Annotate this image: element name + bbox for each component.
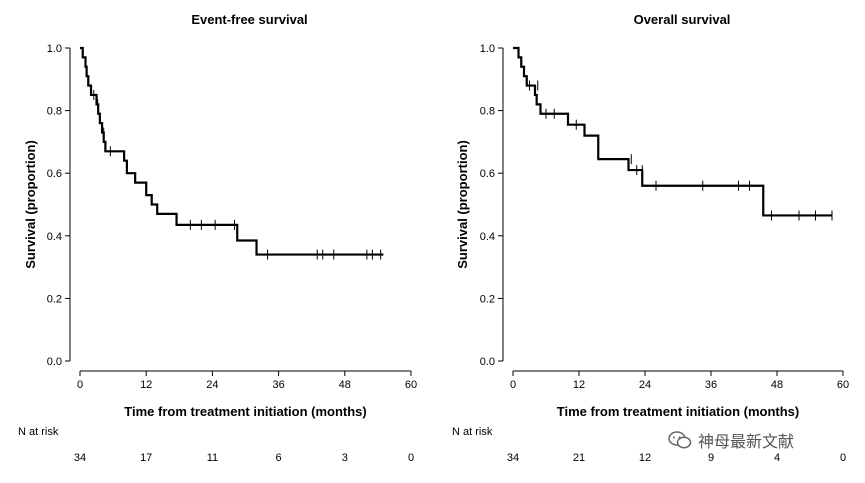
y-tick-label: 0.4 xyxy=(480,231,495,243)
risk-table-label: N at risk xyxy=(18,426,59,438)
watermark-text: 神母最新文献 xyxy=(698,434,795,451)
survival-curve xyxy=(513,46,832,217)
x-tick-label: 48 xyxy=(339,379,351,391)
risk-count: 17 xyxy=(140,452,152,464)
risk-count: 9 xyxy=(708,452,714,464)
y-tick-label: 0.0 xyxy=(47,356,62,368)
risk-count: 0 xyxy=(408,452,414,464)
x-tick-label: 36 xyxy=(272,379,284,391)
survival-curve xyxy=(80,46,384,256)
y-tick-label: 0.2 xyxy=(47,293,62,305)
x-axis-label: Time from treatment initiation (months) xyxy=(557,404,799,419)
risk-count: 6 xyxy=(276,452,282,464)
x-tick-label: 36 xyxy=(705,379,717,391)
risk-count: 12 xyxy=(639,452,651,464)
x-tick-label: 0 xyxy=(510,379,516,391)
y-tick-label: 0.8 xyxy=(47,106,62,118)
risk-count: 3 xyxy=(342,452,348,464)
survival-panel-1: Overall survival 0.0 0.2 0.4 0.6 0.8 1.0 0 12 24 3… xyxy=(452,12,849,464)
risk-count: 4 xyxy=(774,452,780,464)
x-tick-label: 12 xyxy=(140,379,152,391)
y-tick-label: 0.0 xyxy=(480,356,495,368)
x-axis-label: Time from treatment initiation (months) xyxy=(124,404,366,419)
x-tick-label: 60 xyxy=(405,379,417,391)
y-axis-label: Survival (proportion) xyxy=(455,140,470,269)
x-tick-label: 24 xyxy=(206,379,218,391)
survival-panel-0: Event-free survival 0.0 0.2 0.4 0.6 0.8 1.0 0 12… xyxy=(18,12,417,464)
x-tick-label: 24 xyxy=(639,379,651,391)
risk-count: 21 xyxy=(573,452,585,464)
y-tick-label: 0.8 xyxy=(480,106,495,118)
chart-title: Event-free survival xyxy=(191,12,307,27)
risk-table-label: N at risk xyxy=(452,426,493,438)
risk-count: 0 xyxy=(840,452,846,464)
y-tick-label: 1.0 xyxy=(47,43,62,55)
y-tick-label: 0.2 xyxy=(480,293,495,305)
wechat-icon xyxy=(668,431,692,449)
y-tick-label: 0.6 xyxy=(47,168,62,180)
x-tick-label: 12 xyxy=(573,379,585,391)
watermark: 神母最新文献 xyxy=(668,428,794,452)
x-tick-label: 60 xyxy=(837,379,849,391)
risk-count: 34 xyxy=(74,452,86,464)
x-tick-label: 48 xyxy=(771,379,783,391)
y-tick-label: 1.0 xyxy=(480,43,495,55)
risk-count: 11 xyxy=(207,452,218,464)
y-tick-label: 0.4 xyxy=(47,231,62,243)
y-tick-label: 0.6 xyxy=(480,168,495,180)
chart-title: Overall survival xyxy=(634,12,731,27)
risk-count: 34 xyxy=(507,452,519,464)
y-axis-label: Survival (proportion) xyxy=(23,140,38,269)
x-tick-label: 0 xyxy=(77,379,83,391)
